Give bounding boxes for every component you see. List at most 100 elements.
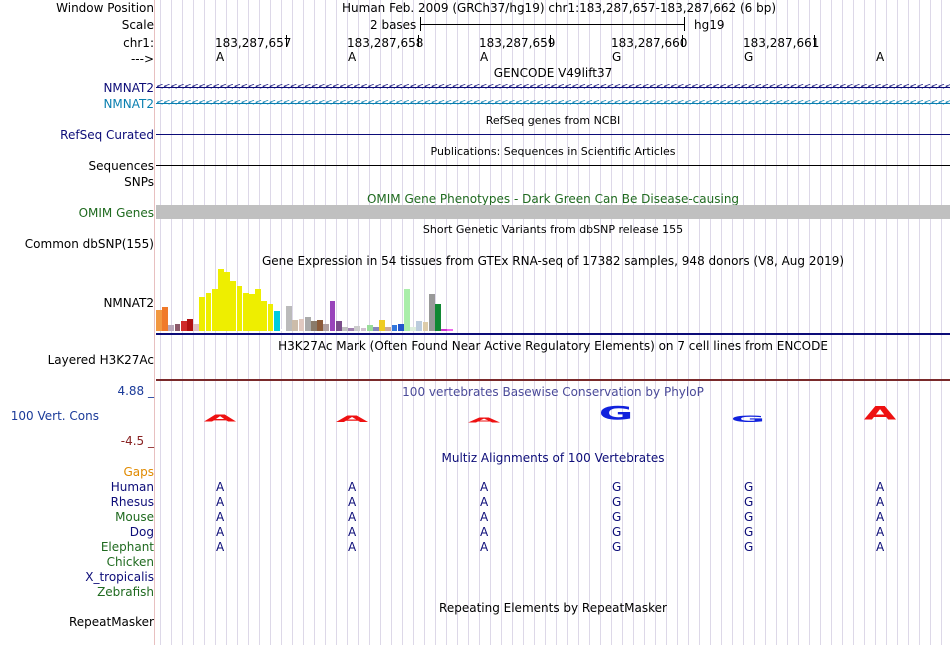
- multiz-track-title[interactable]: Multiz Alignments of 100 Vertebrates: [441, 451, 665, 465]
- gtex-bar[interactable]: [317, 320, 324, 331]
- repeatmasker-track-title[interactable]: Repeating Elements by RepeatMasker: [439, 601, 667, 615]
- species-label[interactable]: Human: [110, 480, 154, 494]
- gtex-bar[interactable]: [156, 310, 162, 331]
- h3k27ac-track-title[interactable]: H3K27Ac Mark (Often Found Near Active Re…: [278, 339, 828, 353]
- phylop-logo-base[interactable]: G: [730, 414, 766, 425]
- species-label[interactable]: Dog: [129, 525, 154, 539]
- gtex-bar[interactable]: [249, 294, 255, 331]
- gtex-bar[interactable]: [292, 320, 299, 331]
- gtex-bar[interactable]: [211, 289, 218, 331]
- gtex-bar[interactable]: [273, 311, 280, 331]
- publications-track-title[interactable]: Publications: Sequences in Scientific Ar…: [430, 145, 676, 158]
- species-label[interactable]: Elephant: [100, 540, 154, 554]
- gtex-bar[interactable]: [205, 293, 212, 331]
- gtex-bar[interactable]: [162, 307, 169, 331]
- gtex-bar[interactable]: [224, 272, 231, 331]
- gtex-bar[interactable]: [230, 281, 237, 331]
- gtex-bar[interactable]: [348, 328, 355, 331]
- phylop-track-title[interactable]: 100 vertebrates Basewise Conservation by…: [402, 385, 704, 399]
- snps-label[interactable]: SNPs: [124, 175, 154, 189]
- sequences-label[interactable]: Sequences: [88, 159, 154, 173]
- gtex-bar[interactable]: [242, 293, 249, 331]
- phylop-logo-base[interactable]: G: [598, 403, 634, 425]
- gtex-gene-label[interactable]: NMNAT2: [103, 296, 154, 310]
- scale-assembly: hg19: [694, 18, 725, 32]
- phylop-logo-base[interactable]: A: [203, 413, 237, 425]
- gtex-track-title[interactable]: Gene Expression in 54 tissues from GTEx …: [261, 254, 845, 268]
- gtex-bar[interactable]: [280, 329, 286, 331]
- gtex-bar[interactable]: [435, 304, 441, 331]
- gene-label-nmnat2-2[interactable]: NMNAT2: [103, 97, 154, 111]
- gtex-bar[interactable]: [391, 325, 398, 331]
- gtex-bar[interactable]: [304, 317, 311, 331]
- gene-label-nmnat2-1[interactable]: NMNAT2: [103, 81, 154, 95]
- gtex-bar[interactable]: [261, 301, 268, 331]
- refseq-curated-label[interactable]: RefSeq Curated: [60, 128, 154, 142]
- gtex-bar[interactable]: [187, 319, 193, 331]
- gtex-bar-chart[interactable]: [156, 267, 536, 331]
- gtex-bar[interactable]: [441, 329, 448, 331]
- gtex-bar[interactable]: [342, 327, 348, 331]
- gtex-bar[interactable]: [329, 301, 336, 331]
- gtex-bar[interactable]: [236, 286, 243, 331]
- gtex-bar[interactable]: [428, 294, 435, 331]
- dbsnp-track-title[interactable]: Short Genetic Variants from dbSNP releas…: [422, 223, 684, 236]
- multiz-base: A: [216, 510, 225, 524]
- sequences-line[interactable]: [156, 165, 950, 166]
- gtex-bar[interactable]: [218, 269, 224, 331]
- refseq-track-title[interactable]: RefSeq genes from NCBI: [485, 114, 621, 127]
- gtex-bar[interactable]: [199, 297, 206, 331]
- species-label[interactable]: Chicken: [106, 555, 154, 569]
- gtex-bar[interactable]: [180, 321, 187, 331]
- ruler-tick: [814, 35, 815, 47]
- common-dbsnp-label[interactable]: Common dbSNP(155): [24, 237, 154, 251]
- gtex-bar[interactable]: [298, 319, 305, 331]
- species-label[interactable]: Zebrafish: [97, 585, 154, 599]
- grid-line: [743, 0, 744, 645]
- phylop-logo-base[interactable]: A: [467, 416, 501, 425]
- omim-genes-label[interactable]: OMIM Genes: [78, 206, 154, 220]
- gtex-bar[interactable]: [360, 328, 367, 331]
- gtex-bar[interactable]: [410, 327, 417, 331]
- gtex-bar[interactable]: [255, 289, 262, 331]
- refseq-gene-line[interactable]: [156, 134, 950, 135]
- multiz-base: A: [216, 540, 225, 554]
- repeatmasker-label[interactable]: RepeatMasker: [68, 615, 154, 629]
- omim-gene-bar[interactable]: [156, 205, 950, 219]
- gencode-track-title[interactable]: GENCODE V49lift37: [493, 66, 613, 80]
- gtex-bar[interactable]: [311, 321, 317, 331]
- species-label[interactable]: X_tropicalis: [85, 570, 154, 584]
- multiz-base: G: [744, 480, 754, 494]
- gtex-bar[interactable]: [379, 320, 386, 331]
- gtex-bar[interactable]: [335, 321, 342, 331]
- gtex-bar[interactable]: [193, 324, 200, 331]
- layered-h3k27ac-label[interactable]: Layered H3K27Ac: [47, 353, 154, 367]
- omim-track-title[interactable]: OMIM Gene Phenotypes - Dark Green Can Be…: [366, 192, 740, 206]
- gtex-bar[interactable]: [174, 324, 181, 331]
- gtex-bar[interactable]: [323, 324, 330, 331]
- phylop-track-label[interactable]: 100 Vert. Cons: [10, 409, 99, 423]
- scale-bar-right: [684, 17, 685, 31]
- species-label[interactable]: Rhesus: [110, 495, 154, 509]
- gtex-bar[interactable]: [447, 329, 454, 331]
- gtex-bar[interactable]: [416, 321, 423, 331]
- phylop-logo-base[interactable]: A: [863, 403, 897, 425]
- species-label[interactable]: Mouse: [115, 510, 154, 524]
- ruler-base: A: [876, 50, 885, 64]
- h3k27ac-signal-line[interactable]: [156, 379, 950, 381]
- gtex-bar[interactable]: [397, 324, 404, 331]
- gaps-label[interactable]: Gaps: [123, 465, 154, 479]
- gtex-bar[interactable]: [422, 322, 429, 331]
- gtex-bar[interactable]: [373, 327, 379, 331]
- gtex-bar[interactable]: [404, 289, 410, 331]
- gtex-bar[interactable]: [267, 304, 274, 331]
- gtex-bar[interactable]: [354, 326, 361, 331]
- gtex-bar[interactable]: [286, 306, 293, 331]
- grid-line: [325, 0, 326, 645]
- ruler-base: A: [348, 50, 357, 64]
- gtex-bar[interactable]: [385, 327, 392, 331]
- gtex-bar[interactable]: [366, 325, 373, 331]
- phylop-logo-base[interactable]: A: [335, 414, 369, 425]
- gtex-bar[interactable]: [168, 325, 175, 331]
- grid-line: [633, 0, 634, 645]
